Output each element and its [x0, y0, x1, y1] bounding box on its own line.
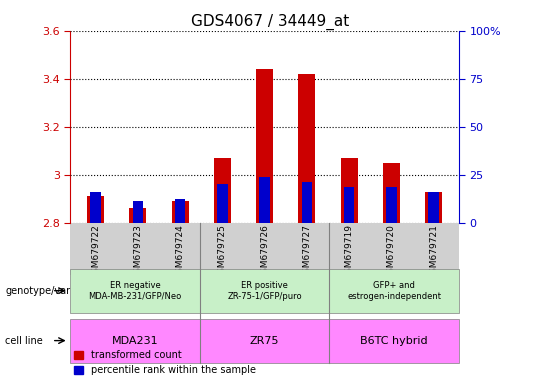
Bar	[87, 196, 104, 223]
Text: B6TC hybrid: B6TC hybrid	[360, 336, 428, 346]
Bar	[90, 192, 101, 223]
Bar	[299, 74, 315, 223]
Text: ZR75: ZR75	[250, 336, 279, 346]
Bar	[217, 184, 228, 223]
Bar	[259, 177, 270, 223]
Text: MDA231: MDA231	[112, 336, 158, 346]
Bar	[175, 199, 185, 223]
Bar	[425, 192, 442, 223]
Bar	[386, 187, 397, 223]
Text: ER positive
ZR-75-1/GFP/puro: ER positive ZR-75-1/GFP/puro	[227, 281, 302, 301]
Bar	[301, 182, 312, 223]
Bar	[344, 187, 354, 223]
Text: GDS4067 / 34449_at: GDS4067 / 34449_at	[191, 13, 349, 30]
Bar	[256, 69, 273, 223]
Bar	[130, 209, 146, 223]
Bar	[383, 163, 400, 223]
Text: cell line: cell line	[5, 336, 43, 346]
Text: GFP+ and
estrogen-independent: GFP+ and estrogen-independent	[347, 281, 441, 301]
Bar	[428, 192, 439, 223]
Legend: transformed count, percentile rank within the sample: transformed count, percentile rank withi…	[70, 346, 260, 379]
Bar	[132, 201, 143, 223]
Text: ER negative
MDA-MB-231/GFP/Neo: ER negative MDA-MB-231/GFP/Neo	[89, 281, 181, 301]
Bar	[341, 158, 357, 223]
Bar	[214, 158, 231, 223]
Bar	[172, 201, 188, 223]
Text: genotype/variation: genotype/variation	[5, 286, 98, 296]
